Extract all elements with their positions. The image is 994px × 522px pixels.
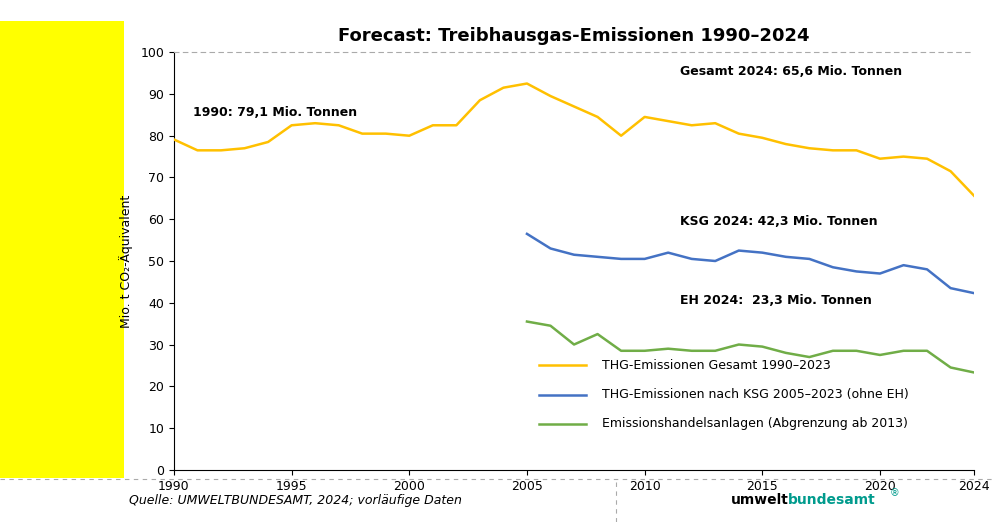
Text: Emissionshandelsanlagen (Abgrenzung ab 2013): Emissionshandelsanlagen (Abgrenzung ab 2… [602,418,909,430]
Text: Gesamt 2024: 65,6 Mio. Tonnen: Gesamt 2024: 65,6 Mio. Tonnen [680,65,903,78]
Y-axis label: Mio. t CO₂-Äquivalent: Mio. t CO₂-Äquivalent [119,194,133,328]
Text: 1990: 79,1 Mio. Tonnen: 1990: 79,1 Mio. Tonnen [193,106,357,120]
Text: bundesamt: bundesamt [788,493,876,507]
Text: EH 2024:  23,3 Mio. Tonnen: EH 2024: 23,3 Mio. Tonnen [680,294,872,307]
Text: Quelle: UMWELTBUNDESAMT, 2024; vorläufige Daten: Quelle: UMWELTBUNDESAMT, 2024; vorläufig… [129,494,462,506]
Text: umwelt: umwelt [731,493,788,507]
Text: THG-Emissionen Gesamt 1990–2023: THG-Emissionen Gesamt 1990–2023 [602,359,831,372]
Text: THG-Emissionen nach KSG 2005–2023 (ohne EH): THG-Emissionen nach KSG 2005–2023 (ohne … [602,388,910,401]
Title: Forecast: Treibhausgas-Emissionen 1990–2024: Forecast: Treibhausgas-Emissionen 1990–2… [338,27,810,45]
Text: KSG 2024: 42,3 Mio. Tonnen: KSG 2024: 42,3 Mio. Tonnen [680,215,878,228]
Text: ®: ® [890,488,900,499]
